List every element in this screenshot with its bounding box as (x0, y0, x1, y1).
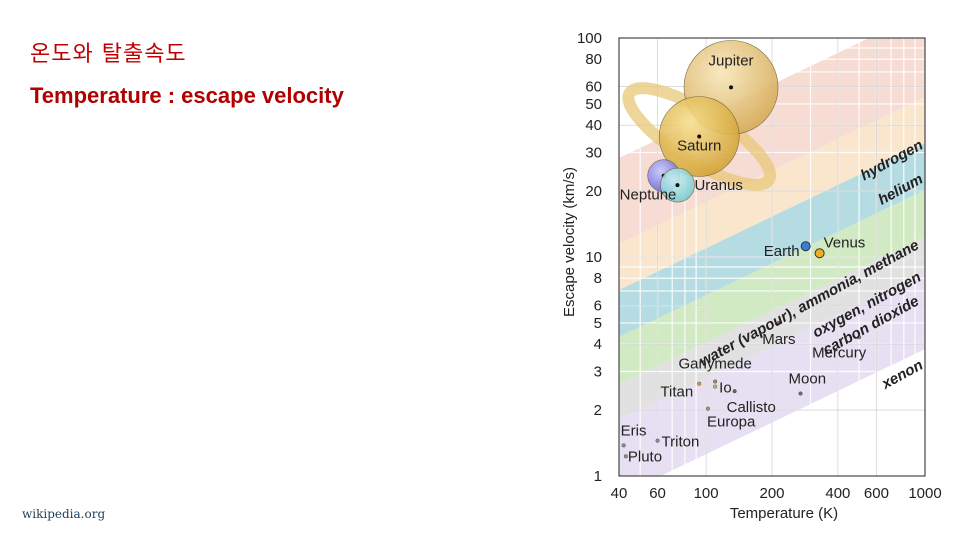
point-label-callisto: Callisto (727, 399, 776, 416)
point-label-eris: Eris (621, 422, 647, 439)
point-label-triton: Triton (662, 434, 700, 451)
x-tick-label: 200 (759, 485, 784, 502)
point-mercury (857, 335, 862, 340)
y-tick-label: 50 (585, 96, 602, 113)
y-tick-label: 20 (585, 183, 602, 200)
y-tick-label: 100 (577, 30, 602, 47)
y-tick-label: 1 (594, 468, 602, 485)
y-tick-label: 40 (585, 117, 602, 134)
y-tick-label: 2 (594, 402, 602, 419)
point-triton (655, 438, 660, 443)
point-europa (705, 406, 710, 411)
x-tick-label: 40 (611, 485, 628, 502)
x-axis-label: Temperature (K) (730, 505, 838, 522)
point-callisto (732, 389, 737, 394)
y-tick-label: 80 (585, 51, 602, 68)
point-eris (621, 443, 626, 448)
y-tick-label: 60 (585, 79, 602, 96)
point-ganymede (713, 379, 718, 384)
point-venus (814, 248, 825, 259)
x-tick-label: 60 (649, 485, 666, 502)
point-center-jupiter (729, 85, 734, 90)
plot-frame (618, 37, 926, 477)
y-tick-label: 10 (585, 249, 602, 266)
x-tick-label: 400 (825, 485, 850, 502)
y-tick-label: 4 (594, 336, 602, 353)
point-label-venus: Venus (824, 234, 866, 251)
point-label-saturn: Saturn (677, 137, 721, 154)
x-tick-label: 100 (694, 485, 719, 502)
point-center-uranus (675, 183, 680, 188)
y-tick-label: 3 (594, 364, 602, 381)
point-label-neptune: Neptune (620, 187, 677, 204)
slide-title-korean: 온도와 탈출속도 (30, 42, 187, 67)
point-label-uranus: Uranus (694, 177, 742, 194)
point-titan (697, 381, 702, 386)
y-tick-label: 5 (594, 315, 602, 332)
point-label-moon: Moon (789, 371, 827, 388)
point-label-mercury: Mercury (812, 344, 867, 361)
point-label-titan: Titan (660, 384, 693, 401)
point-label-earth: Earth (764, 243, 800, 260)
point-mars (776, 320, 781, 325)
point-label-europa: Europa (707, 414, 756, 431)
point-label-jupiter: Jupiter (709, 52, 754, 69)
source-credit: wikipedia.org (22, 507, 106, 521)
x-tick-label: 600 (864, 485, 889, 502)
slide-title-english: Temperature : escape velocity (30, 83, 344, 108)
point-pluto (623, 454, 628, 459)
y-tick-label: 8 (594, 270, 602, 287)
y-tick-label: 30 (585, 145, 602, 162)
point-io (713, 384, 718, 389)
point-label-mars: Mars (762, 331, 795, 348)
point-center-saturn (697, 134, 702, 139)
point-label-pluto: Pluto (628, 448, 662, 465)
y-tick-label: 6 (594, 298, 602, 315)
point-earth (800, 241, 811, 252)
x-tick-label: 1000 (908, 485, 941, 502)
point-label-io: Io (719, 380, 732, 397)
point-label-ganymede: Ganymede (678, 356, 751, 373)
point-moon (798, 391, 803, 396)
y-axis-label: Escape velocity (km/s) (561, 167, 578, 317)
